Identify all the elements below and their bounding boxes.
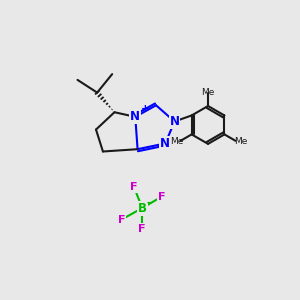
Text: F: F [158,191,166,202]
Text: F: F [130,182,138,192]
Text: N: N [130,110,140,123]
Text: Me: Me [170,137,184,146]
Text: +: + [141,104,149,115]
Text: N: N [169,115,179,128]
Text: Me: Me [234,137,247,146]
Text: F: F [138,224,146,234]
Text: Me: Me [201,88,215,97]
Text: -: - [147,197,151,207]
Text: N: N [160,137,170,150]
Text: F: F [118,214,125,225]
Text: B: B [138,202,147,214]
